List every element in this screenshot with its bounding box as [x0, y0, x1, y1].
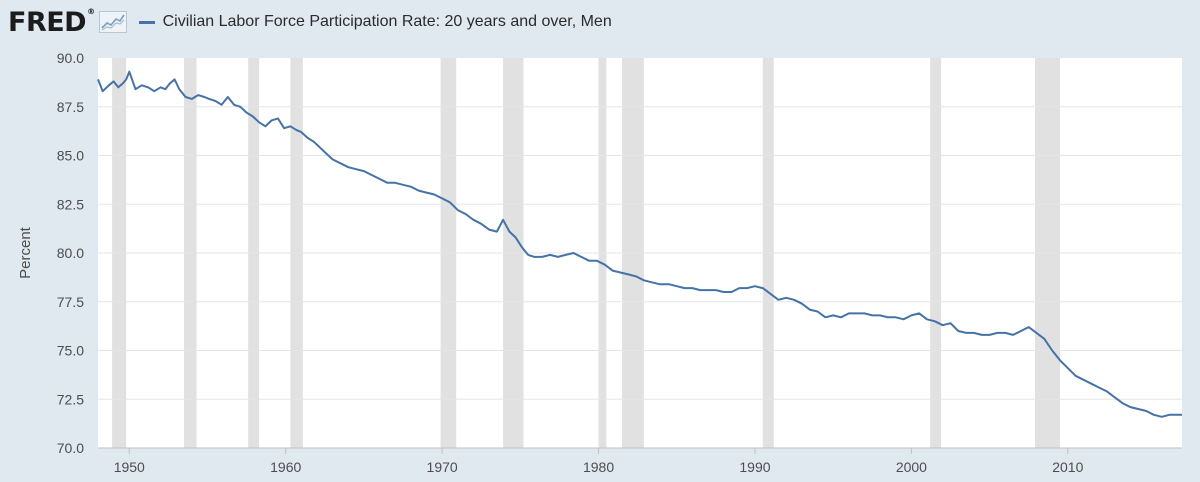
x-tick-label: 1990 — [739, 459, 770, 475]
y-tick-label: 75.0 — [57, 343, 84, 359]
y-tick-label: 90.0 — [57, 50, 84, 66]
y-tick-label: 77.5 — [57, 294, 84, 310]
fred-logo-text: FRED — [8, 6, 87, 38]
y-axis-label: Percent — [17, 226, 34, 279]
chart-header: FRED® Civilian Labor Force Participation… — [0, 0, 1200, 44]
legend-label: Civilian Labor Force Participation Rate:… — [162, 13, 612, 30]
fred-logo[interactable]: FRED® — [8, 7, 95, 38]
legend: Civilian Labor Force Participation Rate:… — [138, 13, 612, 31]
y-tick-label: 80.0 — [57, 245, 84, 261]
y-tick-label: 70.0 — [57, 440, 84, 456]
x-tick-label: 2010 — [1052, 459, 1083, 475]
fred-logo-reg: ® — [87, 6, 95, 16]
y-tick-label: 85.0 — [57, 148, 84, 164]
y-tick-label: 87.5 — [57, 99, 84, 115]
x-tick-label: 1970 — [427, 459, 458, 475]
x-tick-label: 1950 — [114, 459, 145, 475]
x-tick-label: 1960 — [270, 459, 301, 475]
x-tick-label: 1980 — [583, 459, 614, 475]
x-tick-label: 2000 — [896, 459, 927, 475]
y-tick-label: 72.5 — [57, 391, 84, 407]
y-tick-label: 82.5 — [57, 196, 84, 212]
sparkline-icon — [98, 11, 127, 33]
legend-swatch — [138, 20, 155, 24]
series-line — [97, 70, 1182, 418]
